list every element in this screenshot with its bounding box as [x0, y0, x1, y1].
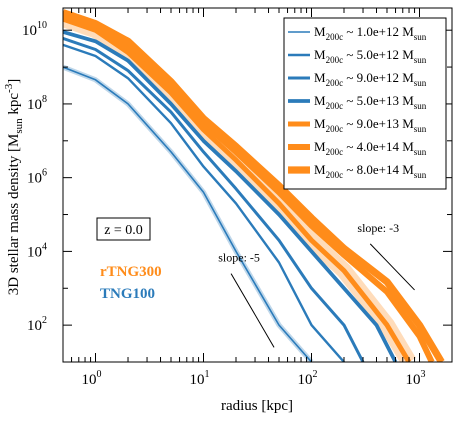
- sim-label-rtng300: rTNG300: [100, 264, 162, 280]
- series-line-7: [63, 9, 445, 362]
- legend-entry-2: M200c ~ 5.0e+12 Msun: [314, 47, 427, 65]
- legend-entry-1: M200c ~ 1.0e+12 Msun: [314, 24, 427, 42]
- slope-guide-line-1: [230, 273, 275, 348]
- redshift-box: z = 0.0: [96, 217, 151, 241]
- legend-entry-7: M200c ~ 8.0e+14 Msun: [314, 162, 427, 180]
- legend-entry-6: M200c ~ 4.0e+14 Msun: [314, 139, 427, 157]
- redshift-label: z = 0.0: [104, 223, 143, 238]
- y-tick-label: 108: [27, 94, 47, 113]
- x-tick-label: 103: [405, 369, 425, 388]
- series-line-6: [63, 12, 435, 362]
- sim-label-tng100: TNG100: [100, 286, 155, 302]
- x-axis-label: radius [kpc]: [221, 398, 293, 414]
- slope-guides: slope: -5 slope: -3: [218, 221, 415, 348]
- series-line-3: [63, 36, 365, 362]
- legend-entry-3: M200c ~ 9.0e+12 Msun: [314, 70, 427, 88]
- legend-entry-4: M200c ~ 5.0e+13 Msun: [314, 93, 427, 111]
- legend-box: [283, 17, 447, 190]
- series-line-1: [63, 66, 313, 362]
- x-tick-label: 102: [297, 369, 317, 388]
- series-line-4: [63, 30, 398, 362]
- slope-guide-line-2: [369, 243, 415, 291]
- x-tick-label: 101: [190, 369, 210, 388]
- y-axis-label: 3D stellar mass density [Msun kpc-3]: [3, 79, 25, 296]
- y-tick-label: 102: [27, 315, 47, 334]
- y-tick-label: 106: [27, 168, 47, 187]
- y-tick-label: 1010: [22, 20, 47, 39]
- slope-guide-label-1: slope: -5: [218, 251, 260, 265]
- plot-frame: [62, 7, 453, 363]
- density-curves: [63, 9, 445, 362]
- y-tick-label: 104: [27, 241, 47, 260]
- series-line-2: [63, 43, 345, 362]
- series-line-5: [63, 16, 412, 362]
- axis-ticks: 100 101 102 103 102 104 106 108 1010: [22, 8, 453, 388]
- slope-guide-label-2: slope: -3: [357, 221, 399, 235]
- legend-entry-5: M200c ~ 9.0e+13 Msun: [314, 116, 427, 134]
- x-tick-label: 100: [82, 369, 102, 388]
- legend: M200c ~ 1.0e+12 Msun M200c ~ 5.0e+12 Msun…: [283, 17, 447, 190]
